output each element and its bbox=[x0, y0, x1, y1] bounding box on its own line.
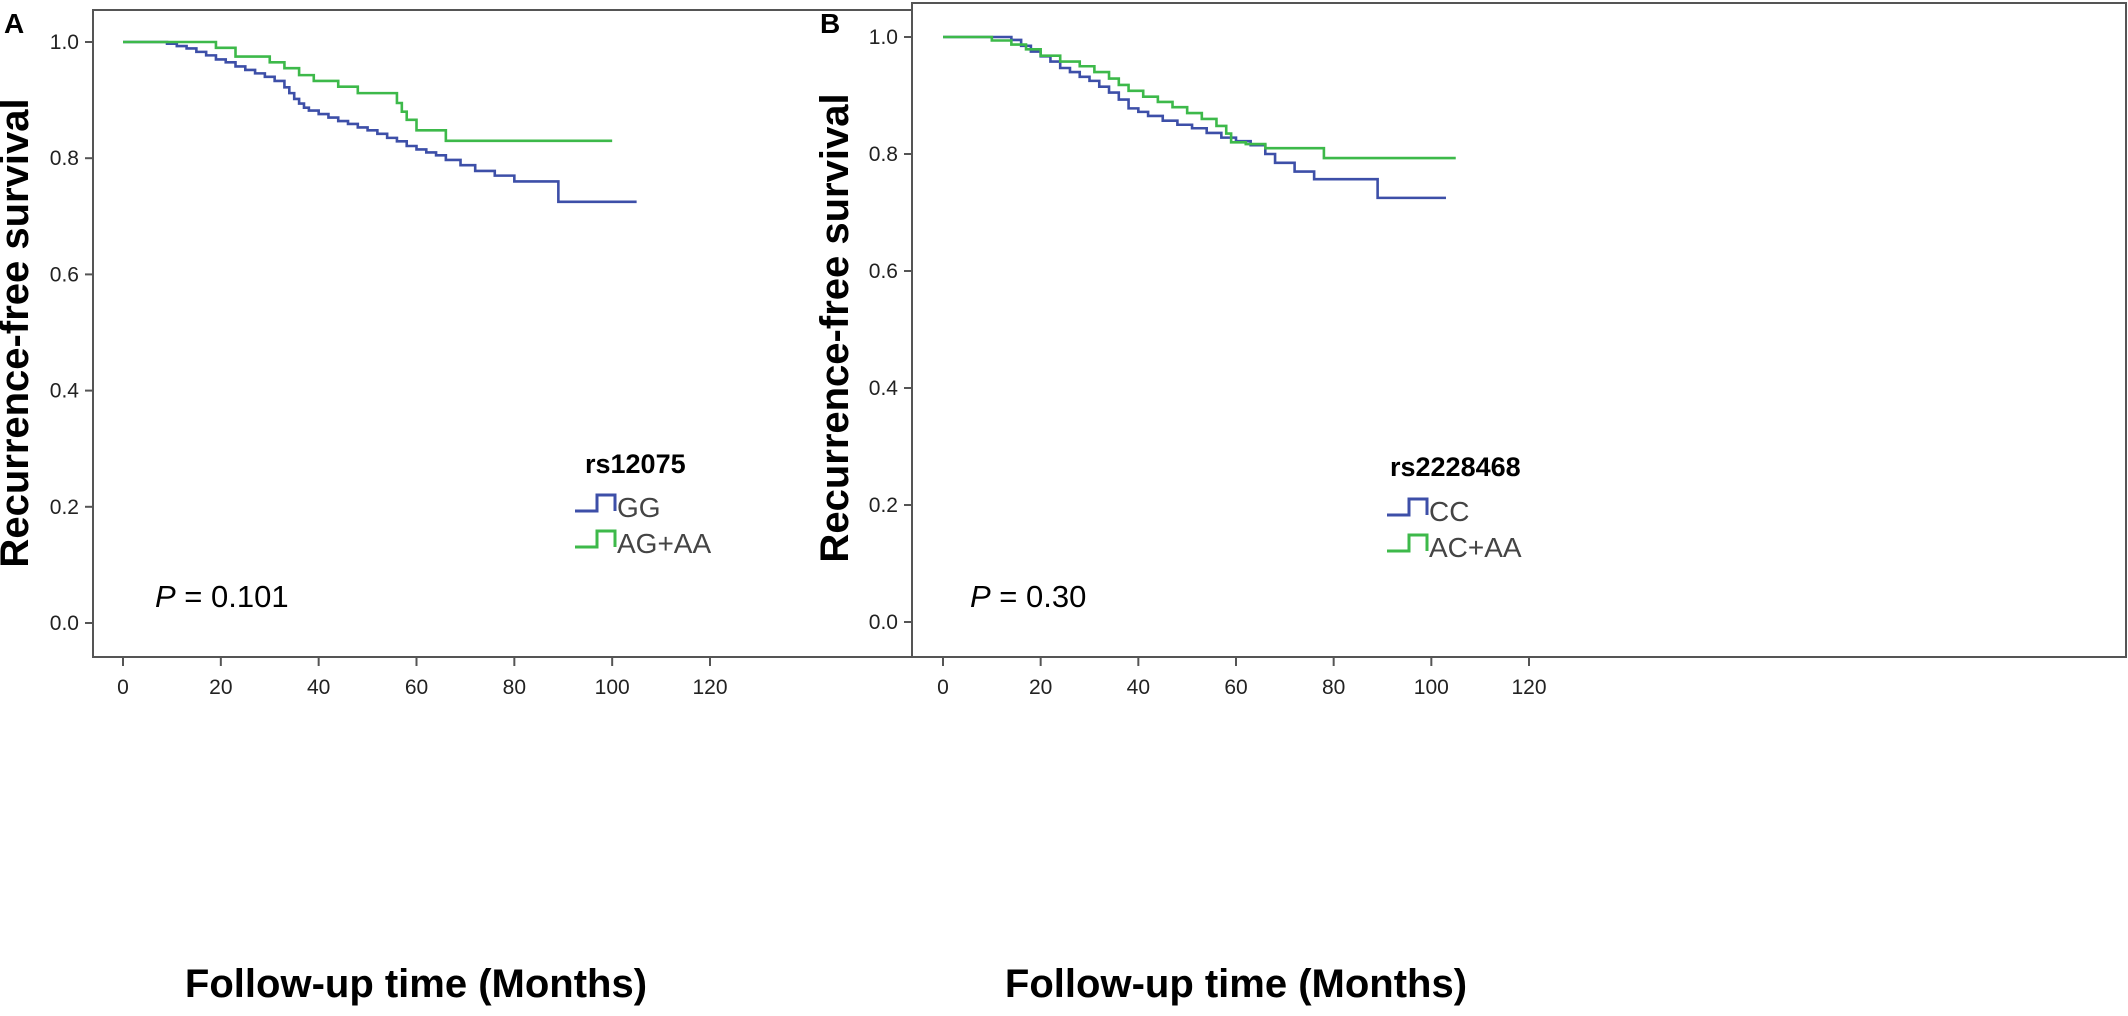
legend-swatch bbox=[575, 529, 617, 549]
x-tick-label: 40 bbox=[1127, 676, 1150, 699]
y-tick-label: 0.6 bbox=[869, 260, 898, 283]
p-value-symbol: P bbox=[970, 579, 991, 614]
legend-label: CC bbox=[1429, 496, 1469, 527]
panel-letter: B bbox=[820, 8, 841, 39]
y-axis-title: Recurrence-free survival bbox=[813, 93, 857, 562]
p-value-text: = 0.30 bbox=[991, 579, 1087, 614]
x-tick-label: 100 bbox=[1414, 676, 1449, 699]
panel-letter: A bbox=[4, 8, 25, 39]
y-tick-label: 0.4 bbox=[50, 380, 80, 403]
x-tick-label: 20 bbox=[1029, 676, 1052, 699]
legend-title: rs12075 bbox=[585, 449, 686, 479]
x-axis-title: Follow-up time (Months) bbox=[185, 962, 647, 1006]
legend-title: rs2228468 bbox=[1390, 452, 1521, 482]
plot-frame bbox=[911, 2, 2127, 658]
y-tick-label: 1.0 bbox=[869, 26, 898, 49]
p-value-symbol: P bbox=[155, 579, 176, 614]
y-tick-label: 0.2 bbox=[869, 494, 898, 517]
p-value-annotation: P = 0.101 bbox=[155, 579, 289, 614]
x-axis-title: Follow-up time (Months) bbox=[1005, 962, 1467, 1006]
p-value-text: = 0.101 bbox=[176, 579, 289, 614]
legend-label: AC+AA bbox=[1429, 532, 1522, 563]
x-tick-label: 120 bbox=[692, 676, 727, 699]
legend-swatch bbox=[575, 493, 617, 513]
series-line-ac-aa bbox=[943, 35, 1456, 160]
x-tick-label: 0 bbox=[937, 676, 949, 699]
x-tick-label: 0 bbox=[117, 676, 129, 699]
series-line-cc bbox=[943, 35, 1446, 200]
y-tick-label: 0.8 bbox=[869, 143, 898, 166]
legend-swatch bbox=[1387, 533, 1429, 553]
x-tick-label: 80 bbox=[1322, 676, 1345, 699]
y-tick-label: 0.6 bbox=[50, 263, 79, 286]
x-tick-label: 40 bbox=[307, 676, 330, 699]
series-line-gg bbox=[123, 40, 637, 204]
x-tick-label: 100 bbox=[595, 676, 630, 699]
p-value-annotation: P = 0.30 bbox=[970, 579, 1086, 614]
x-tick-label: 20 bbox=[209, 676, 232, 699]
y-axis-title: Recurrence-free survival bbox=[0, 98, 37, 567]
x-tick-label: 80 bbox=[503, 676, 526, 699]
x-tick-label: 60 bbox=[1224, 676, 1247, 699]
x-tick-label: 120 bbox=[1511, 676, 1546, 699]
legend-label: AG+AA bbox=[617, 528, 711, 559]
legend-swatch bbox=[1387, 497, 1429, 517]
y-tick-label: 0.2 bbox=[50, 496, 79, 519]
panel-b: B Recurrence-free survival Follow-up time… bbox=[813, 0, 2128, 1011]
y-tick-label: 0.0 bbox=[50, 612, 79, 635]
y-tick-label: 1.0 bbox=[50, 31, 79, 54]
legend-label: GG bbox=[617, 492, 661, 523]
x-tick-label: 60 bbox=[405, 676, 428, 699]
series-line-ag-aa bbox=[123, 40, 613, 143]
y-tick-label: 0.8 bbox=[50, 147, 79, 170]
y-tick-label: 0.0 bbox=[869, 611, 898, 634]
y-tick-label: 0.4 bbox=[869, 377, 899, 400]
